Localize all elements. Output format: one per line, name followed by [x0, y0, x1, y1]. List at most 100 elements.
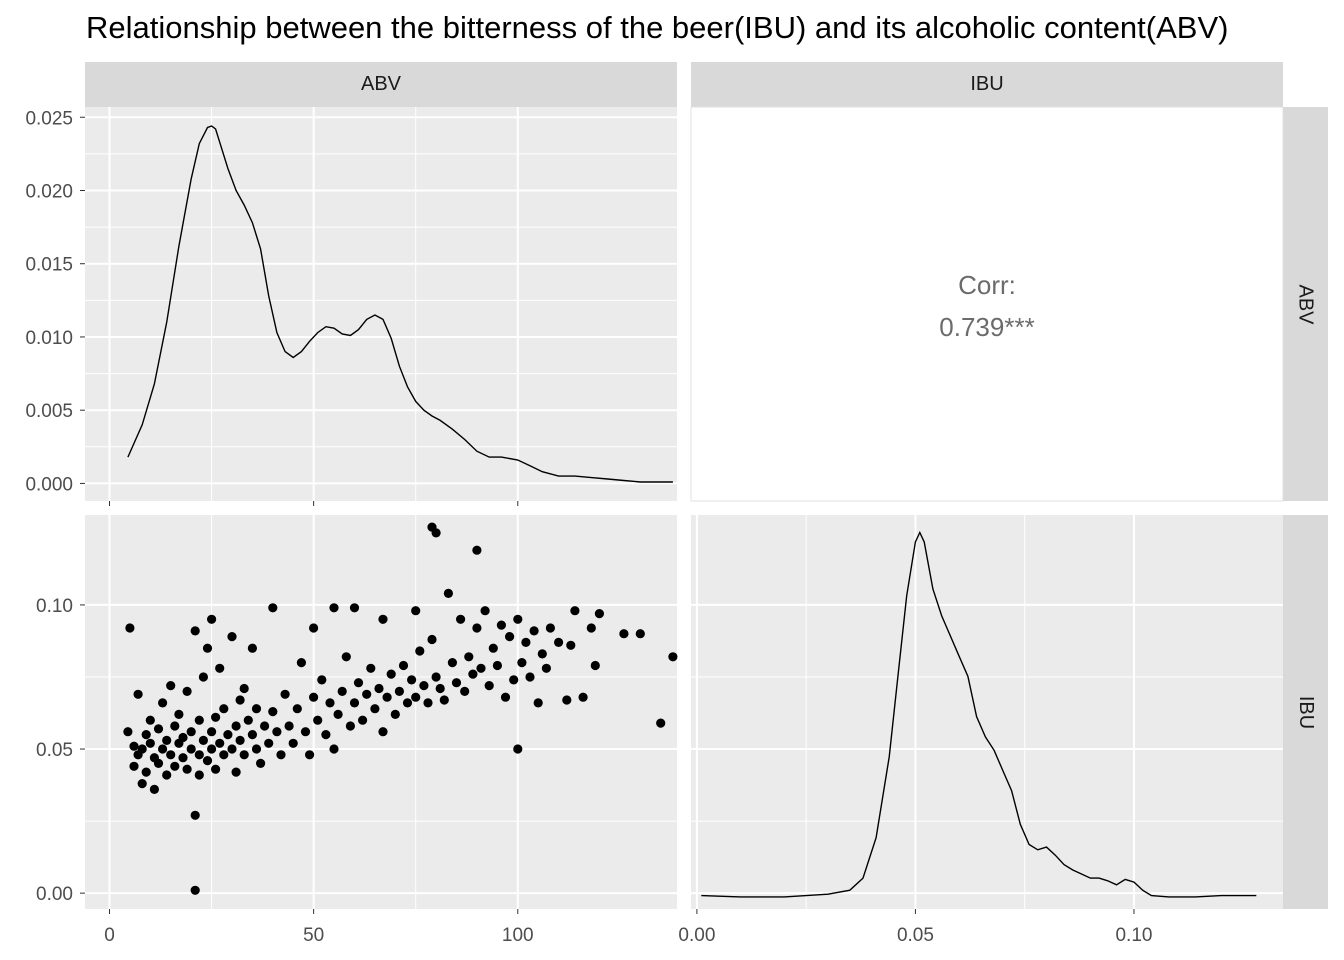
ibu-density-background [691, 515, 1283, 909]
scatter-point [309, 692, 319, 702]
strip-right-ibu: IBU [1283, 515, 1328, 909]
scatter-point [264, 738, 274, 748]
scatter-point [513, 744, 523, 754]
scatter-point [407, 675, 417, 685]
scatter-x-tick-label: 50 [303, 925, 324, 946]
scatter-point [529, 626, 539, 636]
scatter-point [219, 704, 229, 714]
scatter-point [566, 640, 576, 650]
scatter-point [268, 603, 278, 613]
scatter-point [166, 681, 176, 691]
scatter-point [231, 721, 241, 731]
scatter-point [284, 721, 294, 731]
scatter-point [305, 750, 315, 760]
scatter-point [190, 885, 200, 895]
scatter-point [215, 663, 225, 673]
scatter-point [349, 698, 360, 708]
scatter-point [505, 632, 515, 642]
scatter-point [509, 675, 519, 685]
scatter-point [578, 692, 588, 702]
scatter-point [207, 614, 217, 624]
scatter-point [492, 660, 502, 671]
scatter-point [129, 761, 139, 771]
scatter-point [182, 764, 192, 774]
scatter-point [476, 663, 486, 673]
corr-panel-background [690, 106, 1284, 502]
scatter-y-tick-label: 0.00 [36, 884, 73, 905]
scatter-point [594, 609, 605, 619]
scatter-point [545, 623, 556, 633]
scatter-point [231, 767, 241, 777]
ibu-density-curve [701, 530, 1257, 898]
corr-value: 0.739*** [939, 312, 1034, 342]
scatter-point [158, 698, 168, 708]
scatter-point [333, 709, 343, 720]
scatter-point [198, 735, 208, 746]
scatter-point [562, 695, 572, 705]
scatter-point [431, 672, 441, 682]
scatter-point [202, 643, 213, 653]
scatter-point [207, 744, 217, 754]
scatter-point [194, 770, 204, 780]
scatter-point [456, 614, 466, 624]
scatter-point [243, 715, 253, 725]
scatter-point [207, 727, 217, 737]
ibu-density-x-tick-label: 0.10 [1115, 925, 1152, 946]
abv-density-y-tick-label: 0.010 [25, 328, 73, 349]
scatter-point [280, 689, 290, 699]
scatter-point [276, 750, 286, 760]
scatter-point [260, 721, 270, 731]
scatter-point [329, 603, 339, 613]
scatter-point [272, 727, 282, 737]
scatter-point [394, 686, 404, 697]
scatter-point [419, 681, 429, 691]
scatter-point [537, 649, 547, 659]
scatter-point [158, 744, 168, 754]
scatter-point [288, 738, 298, 748]
scatter-point [186, 744, 196, 754]
scatter-point [141, 767, 151, 777]
scatter-point [194, 715, 204, 725]
scatter-point [443, 588, 453, 599]
scatter-point [137, 744, 147, 754]
scatter-point [239, 683, 249, 694]
scatter-point [125, 623, 135, 633]
scatter-point [227, 744, 237, 754]
scatter-point [500, 692, 511, 702]
abv-density-background [85, 107, 677, 501]
scatter-point [227, 632, 237, 642]
scatter-point [211, 712, 221, 722]
scatter-point [247, 643, 257, 653]
scatter-y-tick-label: 0.10 [36, 596, 73, 617]
scatter-point [362, 689, 372, 699]
scatter-point [619, 629, 629, 639]
scatter-point [149, 784, 159, 795]
abv-density-y-tick-label: 0.005 [25, 401, 73, 422]
scatter-point [668, 652, 678, 662]
scatter-point [296, 658, 306, 668]
abv-density-y-tick-label: 0.015 [25, 255, 73, 276]
scatter-point [366, 663, 376, 673]
scatter-point [133, 689, 143, 699]
scatter-point [341, 652, 351, 662]
scatter-point [513, 614, 523, 624]
scatter-point [468, 669, 478, 679]
scatter-point [590, 660, 600, 671]
scatter-point [435, 683, 445, 694]
scatter-point [525, 672, 535, 682]
scatter-point [202, 756, 213, 766]
scatter-point [554, 637, 564, 648]
scatter-point [656, 718, 666, 728]
scatter-point [415, 646, 425, 656]
scatter-point [292, 704, 302, 714]
scatter-point [402, 698, 413, 708]
ibu-density-x-tick-label: 0.00 [678, 925, 715, 946]
scatter-point [472, 545, 482, 555]
scatter-point [586, 623, 596, 633]
scatter-point [337, 686, 347, 697]
scatter-point [194, 750, 204, 760]
scatter-point [386, 669, 396, 679]
scatter-point [570, 606, 580, 616]
scatter-point [251, 704, 262, 714]
scatter-point [247, 730, 257, 740]
